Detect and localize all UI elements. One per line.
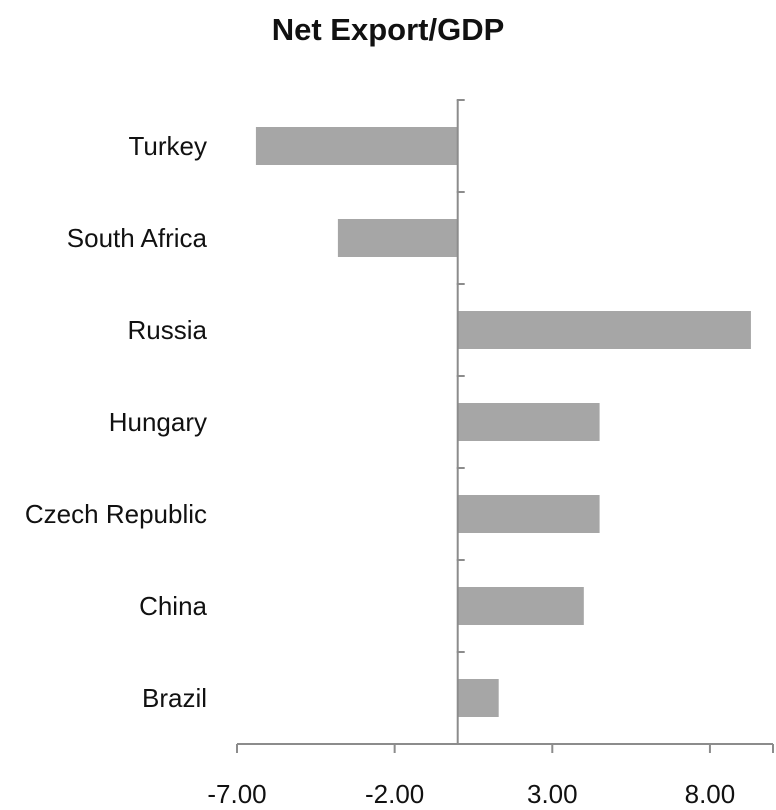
axes-group: [236, 99, 774, 753]
bar-south-africa: [337, 219, 458, 257]
value-tick-label: -2.00: [365, 779, 424, 809]
bars-group: [255, 127, 751, 717]
bar-brazil: [457, 679, 499, 717]
chart-title: Net Export/GDP: [271, 12, 505, 47]
category-label-brazil: Brazil: [142, 683, 207, 713]
category-label-hungary: Hungary: [109, 407, 207, 437]
bar-russia: [457, 311, 751, 349]
value-tick-label: 3.00: [527, 779, 578, 809]
bar-turkey: [255, 127, 458, 165]
category-label-china: China: [139, 591, 207, 621]
bar-hungary: [457, 403, 600, 441]
category-label-turkey: Turkey: [129, 131, 208, 161]
category-label-czech-republic: Czech Republic: [25, 499, 207, 529]
category-label-russia: Russia: [128, 315, 208, 345]
category-label-south-africa: South Africa: [67, 223, 208, 253]
tick-labels-group: -7.00 -2.00 3.00 8.00: [207, 779, 735, 809]
bar-czech-republic: [457, 495, 600, 533]
bar-china: [457, 587, 584, 625]
category-labels-group: Turkey South Africa Russia Hungary Czech Rep…: [25, 131, 208, 713]
value-tick-label: -7.00: [207, 779, 266, 809]
value-tick-label: 8.00: [685, 779, 736, 809]
